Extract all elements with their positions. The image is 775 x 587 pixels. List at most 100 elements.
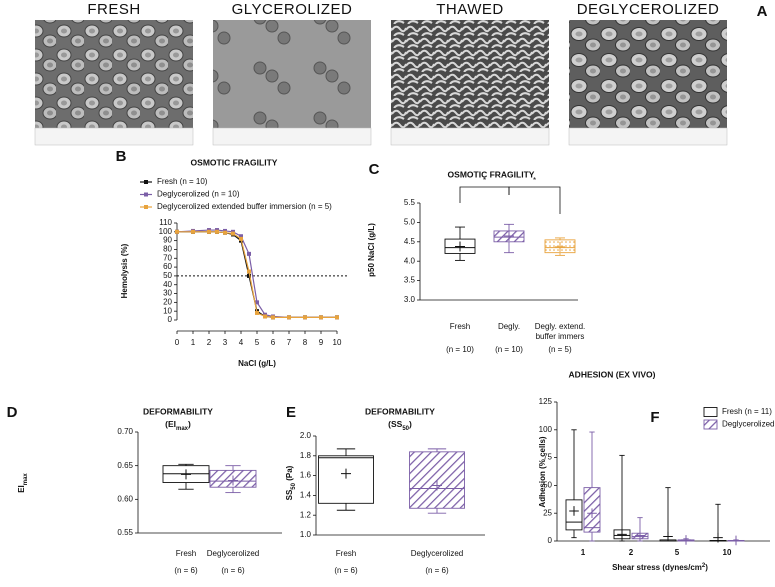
chart-title: OSMOTIC FRAGILITY: [448, 169, 535, 179]
x-tick-label: Deglycerolized: [411, 549, 463, 558]
n-label: (n = 10): [446, 345, 474, 354]
mean: [455, 241, 465, 252]
mean: [587, 508, 597, 518]
x-tick-label-line: Degly. extend.: [535, 322, 586, 331]
x-tick-label: Fresh: [450, 322, 470, 331]
y-tick-label: 30: [163, 289, 172, 298]
chart-title: DEFORMABILITY: [143, 406, 213, 416]
x-axis-label-part: 2: [702, 563, 706, 569]
y-axis-label-part: EI: [17, 485, 26, 493]
legend-swatch: [703, 407, 718, 417]
y-tick-label: 20: [163, 297, 172, 306]
y-tick-label: 125: [539, 397, 553, 406]
y-tick-label: 60: [163, 262, 172, 271]
point: [207, 229, 211, 234]
y-tick-label: 80: [163, 245, 172, 254]
x-tick-label: 9: [319, 338, 324, 347]
chart-title: OSMOTIC FRAGILITY: [191, 157, 278, 167]
panel-label: C: [369, 161, 380, 178]
chart-subtitle-part: ): [409, 419, 412, 429]
image-title: DEGLYCEROLIZED: [577, 1, 720, 18]
y-tick-label: 100: [539, 425, 553, 434]
x-tick-label: 8: [303, 338, 308, 347]
y-tick-label: 3.0: [404, 295, 416, 304]
mean: [341, 468, 351, 479]
x-tick-label: 10: [723, 548, 732, 557]
mean: [504, 230, 514, 241]
legend-marker: [144, 192, 148, 197]
panel-a: A FRESH GLYCEROLIZED THAWED DEGLYCEROLIZ…: [34, 1, 768, 146]
mean: [432, 480, 442, 491]
sem-image: [391, 20, 549, 128]
image-title: GLYCEROLIZED: [232, 1, 353, 18]
legend-label: Deglycerolized (n = 11): [722, 420, 775, 429]
x-tick-label: 10: [333, 338, 342, 347]
x-tick-label: 1: [191, 338, 196, 347]
y-tick-label: 0.65: [117, 461, 133, 470]
mean: [569, 506, 579, 516]
chart-subtitle: (SS50): [388, 419, 412, 431]
y-axis-label: Hemolysis (%): [120, 243, 129, 298]
point: [215, 229, 219, 234]
chart-subtitle: (EImax): [165, 419, 191, 431]
panel-label: E: [286, 404, 296, 421]
y-axis-label: EImax: [17, 473, 28, 493]
mean: [635, 530, 645, 541]
x-tick-label: 0: [175, 338, 180, 347]
mean: [681, 535, 691, 545]
x-tick-label: Degly. extend. buffer immers: [535, 322, 586, 341]
legend-marker: [144, 180, 148, 184]
x-tick-label: 6: [271, 338, 276, 347]
point: [239, 236, 243, 241]
mean: [181, 469, 191, 480]
legend-marker: [144, 205, 148, 209]
y-tick-label: 1.0: [300, 530, 312, 539]
x-tick-label: 5: [675, 548, 680, 557]
point: [335, 315, 339, 320]
y-tick-label: 0.70: [117, 427, 133, 436]
significance-label: *: [533, 176, 536, 185]
y-tick-label: 50: [163, 271, 172, 280]
y-axis-label: Adhesion (% cells): [538, 436, 547, 507]
point: [319, 315, 323, 320]
image-title: FRESH: [87, 1, 140, 18]
point: [247, 273, 251, 278]
point: [255, 300, 259, 305]
chart-title: DEFORMABILITY: [365, 406, 435, 416]
x-tick-label: 2: [207, 338, 212, 347]
y-axis-label-part: max: [23, 473, 29, 486]
y-tick-label: 1.4: [300, 491, 312, 500]
y-tick-label: 50: [543, 481, 552, 490]
image-footer: [212, 127, 372, 146]
y-axis-label-part: SS: [285, 489, 294, 500]
x-tick-label-line: buffer immers: [536, 332, 585, 341]
y-tick-label: 5.0: [404, 218, 416, 227]
sem-image: [569, 20, 727, 128]
sem-image: [213, 20, 371, 128]
y-tick-label: 70: [163, 253, 172, 262]
y-tick-label: 0: [168, 315, 173, 324]
y-tick-label: 0.60: [117, 494, 133, 503]
panel-label: B: [116, 148, 127, 165]
y-axis-label: SS50 (Pa): [285, 465, 296, 500]
y-tick-label: 90: [163, 236, 172, 245]
point: [303, 315, 307, 320]
panel-label: F: [650, 409, 659, 426]
y-tick-label: 25: [543, 508, 552, 517]
y-tick-label: 75: [543, 453, 552, 462]
y-axis-label: p50 NaCl (g/L): [367, 223, 376, 277]
mean: [228, 475, 238, 486]
y-tick-label: 100: [159, 227, 173, 236]
x-tick-label: Fresh: [176, 549, 196, 558]
point: [175, 229, 179, 234]
chart-title: ADHESION (EX VIVO): [569, 369, 656, 379]
y-tick-label: 1.2: [300, 510, 312, 519]
n-label: (n = 5): [548, 345, 572, 354]
legend-label: Fresh (n = 11): [722, 407, 772, 416]
image-footer: [568, 127, 728, 146]
panel-label: A: [757, 3, 768, 20]
y-tick-label: 1.6: [300, 471, 312, 480]
x-tick-label: 4: [239, 338, 244, 347]
chart-subtitle-part: (EI: [165, 419, 176, 429]
